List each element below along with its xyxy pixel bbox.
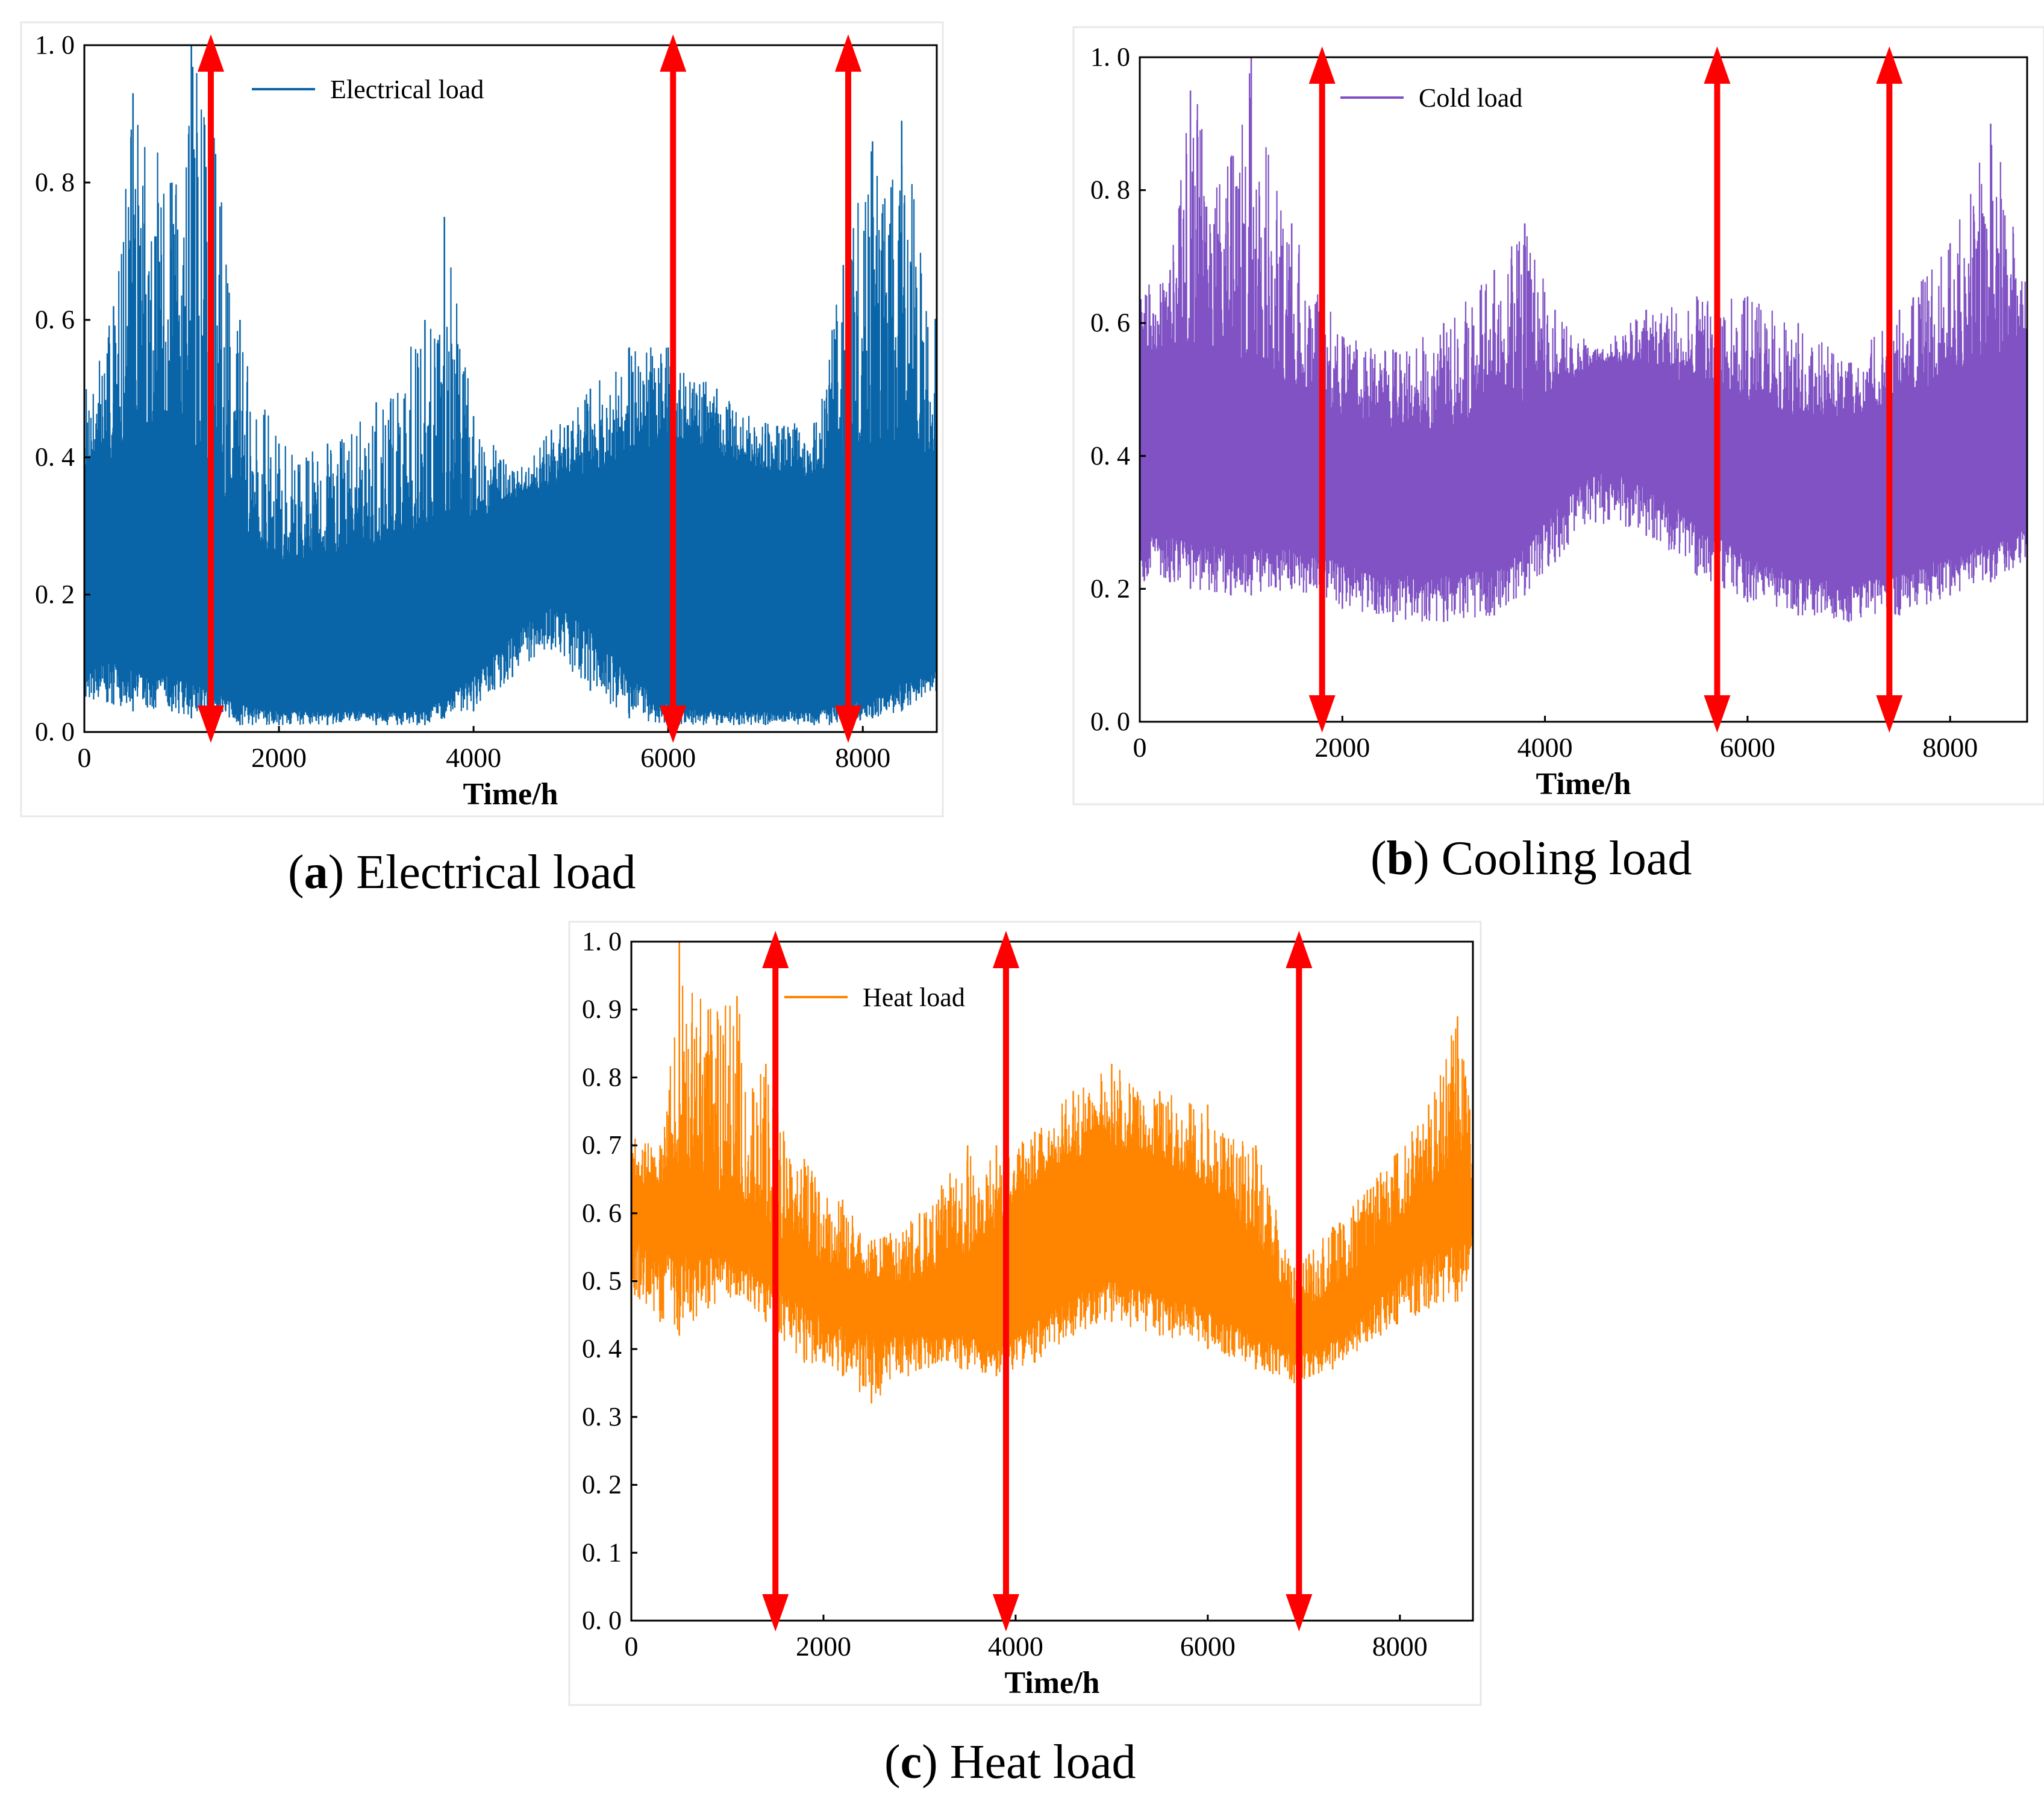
legend-label-a: Electrical load (330, 75, 484, 104)
y-tick-label-c: 0. 5 (582, 1266, 622, 1296)
caption-c: (c) Heat load (884, 1736, 1136, 1789)
plot-frame-c (630, 940, 1474, 1622)
y-tick-label-c: 0. 0 (582, 1606, 622, 1635)
y-tick-label-a: 0. 2 (35, 580, 75, 609)
y-tick-label-c: 0. 7 (582, 1130, 622, 1160)
y-tick-label-c: 0. 9 (582, 995, 622, 1024)
marker-arrowhead-down-a (835, 705, 862, 743)
caption-b-letter: b (1386, 832, 1414, 885)
y-tick-label-a: 1. 0 (35, 30, 75, 60)
x-tick-label-b: 8000 (1922, 732, 1978, 763)
y-tick-label-b: 0. 8 (1090, 175, 1130, 205)
marker-arrowhead-down-b (1876, 695, 1903, 733)
series-c-spikes (631, 986, 1473, 1396)
caption-a-text: Electrical load (356, 846, 636, 899)
y-tick-label-c: 0. 2 (582, 1470, 622, 1500)
y-tick-label-c: 0. 3 (582, 1402, 622, 1431)
series-a-peaks (84, 45, 937, 725)
chart-a: 0. 0 0. 2 0. 4 0. 6 0. 8 1. 0 0 2000 4000 6000 800… (20, 21, 944, 818)
y-tick-label-c: 0. 6 (582, 1198, 622, 1228)
series-c-peaks (631, 942, 1473, 1404)
marker-arrowhead-down-c (762, 1594, 789, 1631)
marker-arrowhead-down-a (660, 705, 687, 743)
x-tick-label-a: 8000 (835, 742, 890, 773)
x-tick-label-b: 0 (1133, 732, 1147, 763)
panel-b-border (1072, 26, 2044, 806)
x-tick-label-b: 6000 (1720, 732, 1775, 763)
marker-arrowhead-up-a (835, 34, 862, 72)
x-tick-label-a: 0 (78, 742, 92, 773)
x-tick-label-a: 4000 (446, 742, 501, 773)
marker-arrowhead-down-a (197, 705, 224, 743)
series-b (1140, 57, 2027, 622)
series-b-spikes (1140, 73, 2027, 622)
marker-arrowhead-up-c (1286, 931, 1313, 968)
caption-b: (b) Cooling load (1370, 832, 1692, 885)
marker-arrowhead-up-c (762, 931, 789, 968)
panel-a-border (20, 21, 944, 818)
y-tick-label-c: 0. 4 (582, 1334, 622, 1363)
y-tick-label-c: 1. 0 (582, 927, 622, 956)
marker-arrowhead-down-c (992, 1594, 1019, 1631)
marker-arrowhead-up-b (1876, 46, 1903, 84)
x-tick-label-c: 0 (625, 1631, 639, 1662)
x-axis-label-b: Time/h (1536, 767, 1631, 801)
y-tick-label-a: 0. 0 (35, 717, 75, 746)
series-a (84, 45, 937, 725)
marker-arrowhead-down-c (1286, 1594, 1313, 1631)
series-b-peaks (1140, 57, 2027, 622)
caption-b-text: Cooling load (1441, 832, 1692, 885)
caption-a-letter: a (304, 846, 328, 899)
x-axis-label-a: Time/h (463, 777, 558, 812)
marker-arrowhead-up-a (197, 34, 224, 72)
x-tick-label-c: 4000 (988, 1631, 1043, 1662)
y-tick-label-b: 0. 0 (1090, 707, 1130, 736)
y-tick-label-b: 0. 6 (1090, 308, 1130, 337)
legend-label-b: Cold load (1419, 83, 1522, 113)
x-axis-label-c: Time/h (1005, 1666, 1100, 1700)
y-tick-label-b: 0. 4 (1090, 441, 1130, 471)
y-tick-label-c: 0. 1 (582, 1538, 622, 1567)
series-a-spikes (84, 67, 937, 725)
marker-arrowhead-down-b (1704, 695, 1731, 733)
y-tick-label-a: 0. 6 (35, 305, 75, 334)
y-tick-label-a: 0. 8 (35, 167, 75, 197)
x-tick-label-a: 6000 (640, 742, 696, 773)
series-c (631, 942, 1473, 1404)
marker-arrowhead-up-c (992, 931, 1019, 968)
caption-a: (a) Electrical load (288, 846, 636, 899)
x-tick-label-c: 8000 (1372, 1631, 1428, 1662)
plot-frame-a (83, 44, 938, 733)
plot-frame-b (1139, 56, 2028, 723)
y-tick-label-a: 0. 4 (35, 442, 75, 472)
x-tick-label-b: 2000 (1314, 732, 1370, 763)
legend-label-c: Heat load (863, 983, 965, 1012)
y-tick-label-c: 0. 8 (582, 1062, 622, 1092)
x-tick-label-c: 6000 (1180, 1631, 1236, 1662)
marker-arrowhead-up-b (1704, 46, 1731, 84)
marker-arrowhead-down-b (1308, 695, 1336, 733)
marker-arrowhead-up-b (1308, 46, 1336, 84)
caption-c-text: Heat load (949, 1736, 1136, 1789)
x-tick-label-a: 2000 (251, 742, 307, 773)
y-tick-label-b: 1. 0 (1090, 42, 1130, 72)
x-tick-label-b: 4000 (1517, 732, 1573, 763)
chart-c: 0. 0 0. 1 0. 2 0. 3 0. 4 0. 5 0. 6 0. 7 0. 8 0. 9… (568, 921, 1482, 1706)
x-tick-label-c: 2000 (796, 1631, 851, 1662)
marker-arrowhead-up-a (660, 34, 687, 72)
chart-b: 0. 0 0. 2 0. 4 0. 6 0. 8 1. 0 0 2000 4000 6000 800… (1072, 26, 2044, 806)
y-tick-label-b: 0. 2 (1090, 574, 1130, 603)
panel-c-border (568, 921, 1482, 1706)
caption-c-letter: c (900, 1736, 922, 1789)
